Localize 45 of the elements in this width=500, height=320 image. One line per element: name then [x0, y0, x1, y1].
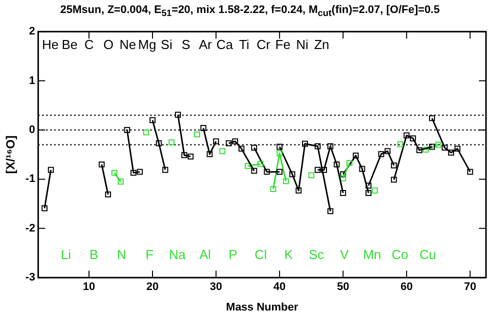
annotation: Cu [419, 247, 436, 262]
annotation: He [42, 37, 59, 52]
x-tick-label: 10 [82, 281, 96, 294]
annotation: C [84, 37, 94, 52]
chart-title: 25Msun, Z=0.004, E$_{51}$=20, mix 1.58-2.22, f=0.24, M$_{cut}$(fin)=2.07, [O/Fe]=0.5 [59, 4, 441, 18]
annotation: F [145, 247, 154, 262]
annotation: K [284, 247, 294, 262]
annotation: Li [60, 247, 72, 262]
annotation: Ar [198, 37, 213, 52]
annotation: Cl [254, 247, 268, 262]
annotation: Ti [238, 37, 250, 52]
annotation: Fe [275, 37, 290, 52]
annotation: Sc [308, 247, 325, 262]
x-tick-label: 50 [336, 281, 350, 294]
annotation: B [89, 247, 98, 262]
x-axis-title: Mass Number [226, 301, 299, 314]
annotation: Na [168, 247, 186, 262]
annotation: Be [62, 37, 78, 52]
y-tick-label: 0 [29, 124, 36, 136]
annotation: Ca [216, 37, 234, 52]
y-tick-label: -2 [25, 222, 36, 234]
annotation: Mn [363, 247, 382, 262]
annotation: Co [392, 247, 408, 262]
annotation: Al [199, 247, 212, 262]
x-tick-label: 40 [273, 281, 286, 294]
annotation: Ne [119, 37, 136, 52]
x-tick-label: 20 [146, 281, 159, 294]
annotation: P [228, 247, 238, 262]
annotation: Zn [314, 37, 330, 52]
annotation: Ni [296, 37, 309, 52]
y-axis-title: [X/¹⁶O] [4, 136, 18, 174]
y-tick-label: -1 [25, 173, 36, 186]
annotation: O [103, 37, 114, 52]
annotation: Si [160, 37, 172, 52]
y-tick-label: 1 [29, 74, 36, 87]
y-tick-label: -3 [25, 272, 36, 284]
annotation: V [340, 247, 349, 262]
annotation: Mg [138, 37, 156, 52]
x-tick-label: 70 [464, 281, 476, 294]
x-tick-label: 60 [400, 281, 413, 294]
annotation: S [182, 37, 191, 52]
y-tick-label: 2 [29, 26, 36, 38]
annotation: Cr [256, 37, 272, 52]
x-tick-label: 30 [210, 281, 222, 294]
annotation: N [116, 247, 126, 262]
